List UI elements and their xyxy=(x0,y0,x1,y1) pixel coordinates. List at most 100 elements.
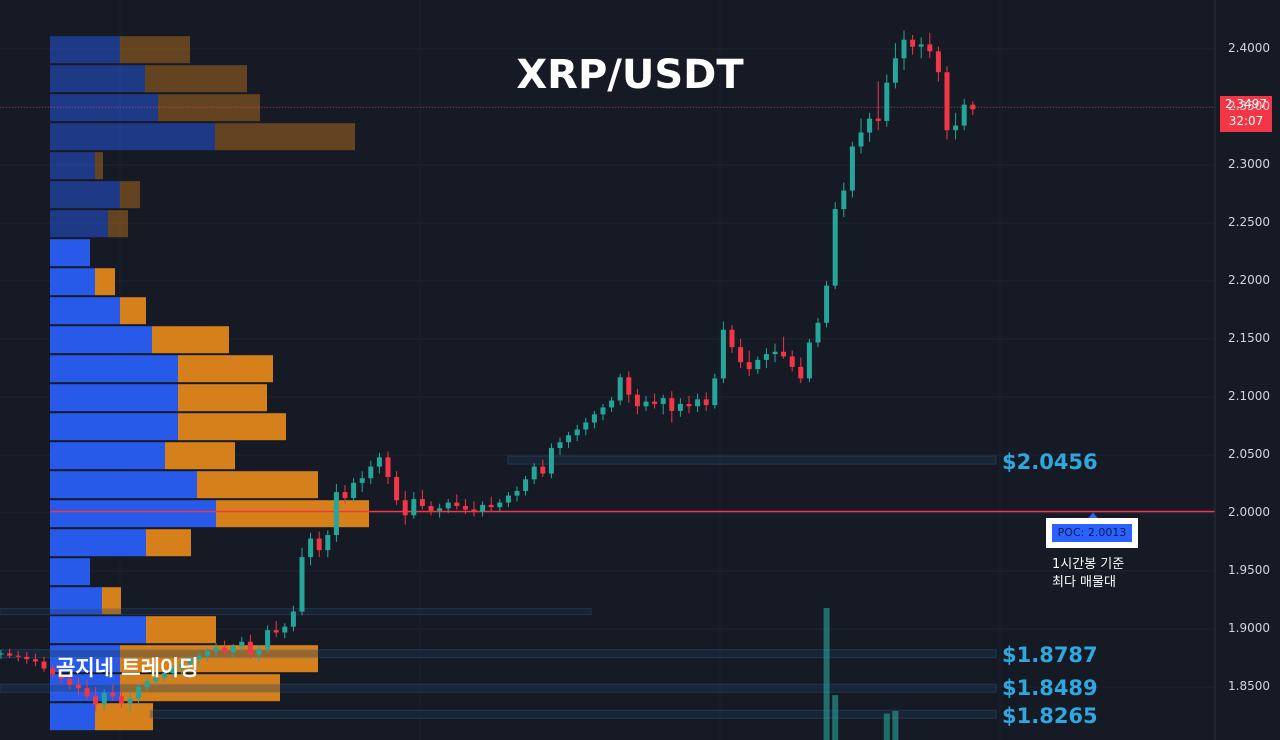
candle-body xyxy=(841,190,847,210)
poc-label-box: POC: 2.0013 xyxy=(1046,518,1138,548)
candle-body xyxy=(583,422,589,430)
level-zone xyxy=(0,683,997,693)
candle-body xyxy=(617,377,623,401)
level-label-1-8489: $1.8489 xyxy=(1002,676,1098,700)
volume-profile-up-bar xyxy=(50,239,90,267)
candle-body xyxy=(970,104,976,110)
volume-profile-up-bar xyxy=(50,123,215,151)
y-tick-label: 2.2500 xyxy=(1228,215,1270,229)
y-tick-label: 1.9500 xyxy=(1228,563,1270,577)
candle-body xyxy=(282,626,288,633)
poc-label: POC: 2.0013 xyxy=(1052,524,1132,542)
candle-body xyxy=(626,377,632,395)
candle-body xyxy=(437,508,443,511)
candle-body xyxy=(359,478,365,483)
candle-body xyxy=(695,399,701,407)
volume-profile-up-bar xyxy=(50,500,216,528)
y-tick-label: 2.3500 xyxy=(1228,99,1270,113)
volume-profile-up-bar xyxy=(50,703,95,731)
candle-body xyxy=(204,651,210,656)
candle-body xyxy=(127,698,133,704)
candle-body xyxy=(686,403,692,407)
candle-body xyxy=(213,647,219,652)
candle-body xyxy=(884,82,890,121)
candle-body xyxy=(652,401,658,404)
candle-body xyxy=(746,362,752,370)
y-tick-label: 2.2000 xyxy=(1228,273,1270,287)
level-zone xyxy=(149,709,997,719)
y-tick-label: 1.8500 xyxy=(1228,679,1270,693)
candle-body xyxy=(0,653,4,655)
candle-body xyxy=(316,538,322,551)
volume-profile-down-bar xyxy=(120,674,280,702)
candle-body xyxy=(480,504,486,512)
volume-profile-down-bar xyxy=(152,326,229,354)
volume-profile-up-bar xyxy=(50,645,120,673)
current-price: 2.3497 xyxy=(1225,97,1267,111)
candle-body xyxy=(351,482,357,498)
candle-body xyxy=(953,125,959,131)
candle-body xyxy=(179,663,185,669)
candle-body xyxy=(858,132,864,147)
candle-body xyxy=(239,641,245,647)
candle-body xyxy=(514,490,520,496)
candle-body xyxy=(574,429,580,436)
candle-body xyxy=(41,661,47,669)
candle-body xyxy=(944,72,950,131)
candle-body xyxy=(712,378,718,406)
candle-body xyxy=(781,351,787,357)
volume-profile-down-bar xyxy=(120,645,318,673)
candle-body xyxy=(110,692,116,697)
candle-body xyxy=(910,39,916,47)
volume-profile-up-bar xyxy=(50,268,95,296)
volume-profile-down-bar xyxy=(158,94,260,122)
candle-body xyxy=(7,653,13,656)
candle-body xyxy=(772,351,778,355)
candle-body xyxy=(755,359,761,370)
candle-body xyxy=(93,696,99,705)
volume-profile-down-bar xyxy=(120,181,140,209)
poc-marker xyxy=(1087,512,1099,520)
volume-profile-up-bar xyxy=(50,471,197,499)
candle-body xyxy=(471,509,477,512)
candle-body xyxy=(58,674,64,679)
candle-body xyxy=(497,502,503,508)
volume-profile-up-bar xyxy=(50,326,152,354)
candle-body xyxy=(901,39,907,59)
candle-body xyxy=(918,44,924,47)
candle-body xyxy=(342,492,348,498)
candle-body xyxy=(548,448,554,474)
candle-body xyxy=(385,457,391,478)
candle-body xyxy=(669,398,675,411)
candle-body xyxy=(609,400,615,408)
candle-body xyxy=(849,146,855,191)
candle-body xyxy=(488,504,494,508)
candle-body xyxy=(161,673,167,678)
poc-note-line2: 최다 매물대 xyxy=(1052,575,1116,590)
y-tick-label: 2.0500 xyxy=(1228,447,1270,461)
candle-body xyxy=(308,538,314,558)
volume-profile-down-bar xyxy=(215,123,355,151)
candle-body xyxy=(153,677,159,682)
volume-profile-down-bar xyxy=(95,152,103,180)
candle-body xyxy=(67,678,73,685)
chart-title: XRP/USDT xyxy=(516,52,744,98)
volume-profile-down-bar xyxy=(197,471,318,499)
volume-profile-down-bar xyxy=(178,384,267,412)
candle-body xyxy=(634,394,640,407)
candle-body xyxy=(247,641,253,655)
candle-body xyxy=(265,630,271,649)
watermark: 곰지네 트레이딩 xyxy=(56,656,199,680)
candle-body xyxy=(824,285,830,323)
volume-profile-up-bar xyxy=(50,297,120,325)
candle-body xyxy=(454,502,460,507)
candle-body xyxy=(677,403,683,411)
volume-profile-down-bar xyxy=(120,297,146,325)
volume-profile-down-bar xyxy=(216,500,369,528)
candle-body xyxy=(230,646,236,653)
candle-body xyxy=(505,495,511,503)
level-zone xyxy=(507,455,997,465)
volume-profile-up-bar xyxy=(50,36,120,64)
